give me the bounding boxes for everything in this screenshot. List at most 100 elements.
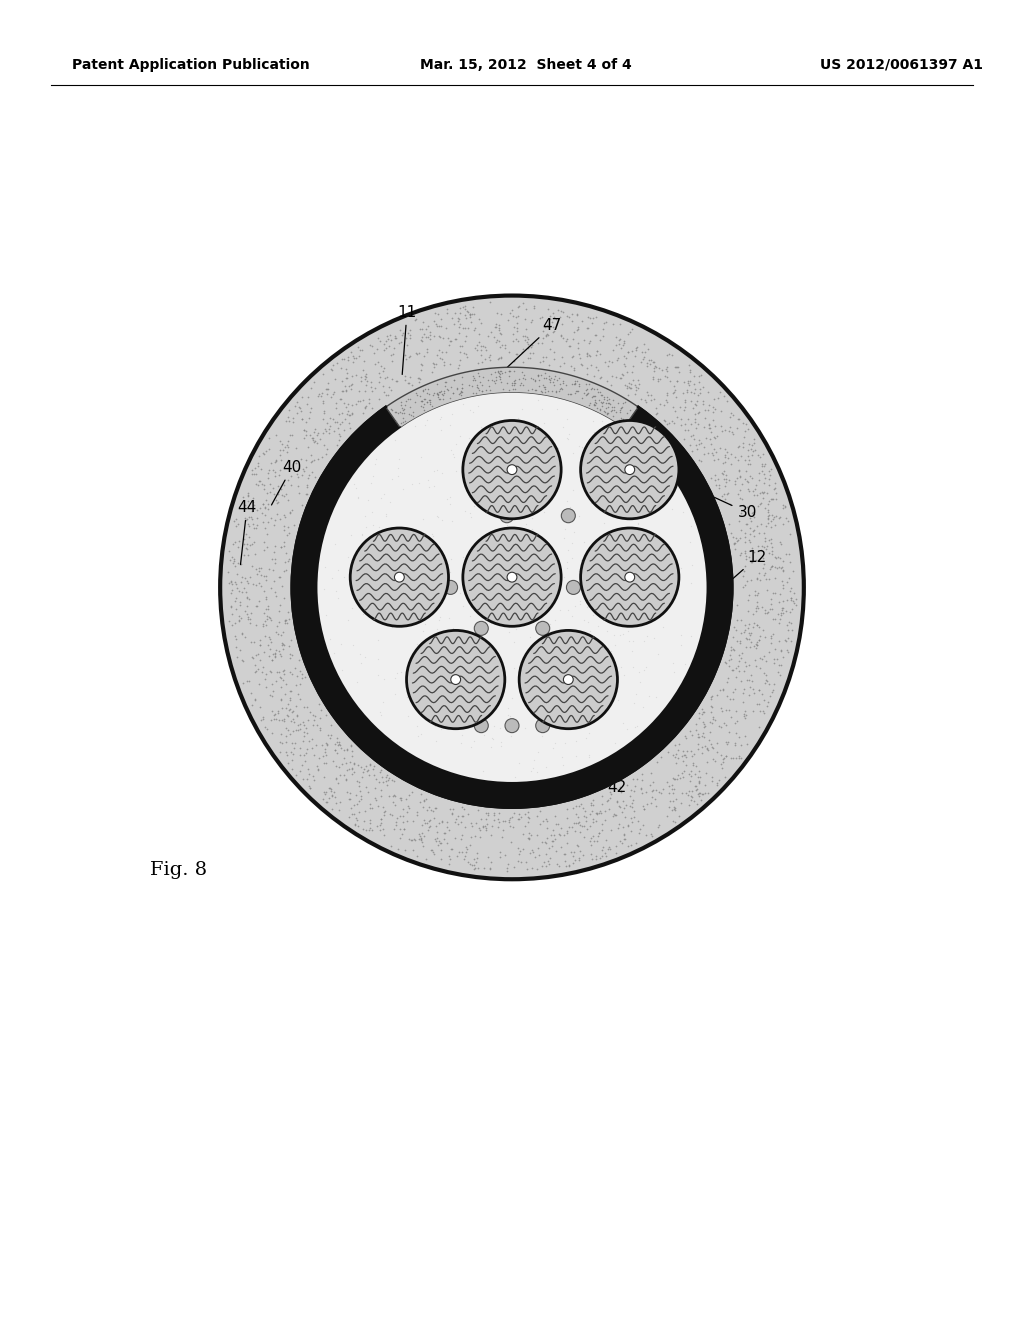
Point bbox=[520, 430, 537, 451]
Point bbox=[508, 329, 524, 350]
Point bbox=[259, 606, 275, 627]
Point bbox=[551, 368, 567, 389]
Point bbox=[577, 706, 593, 727]
Point bbox=[600, 838, 616, 859]
Point bbox=[566, 321, 583, 342]
Point bbox=[431, 664, 447, 685]
Point bbox=[296, 726, 312, 747]
Point bbox=[501, 533, 517, 554]
Point bbox=[422, 393, 438, 414]
Point bbox=[473, 572, 489, 593]
Point bbox=[502, 814, 518, 836]
Point bbox=[336, 420, 352, 441]
Point bbox=[413, 828, 429, 849]
Point bbox=[326, 781, 342, 803]
Point bbox=[732, 610, 749, 631]
Point bbox=[683, 626, 699, 647]
Point bbox=[227, 556, 244, 577]
Point bbox=[738, 470, 755, 491]
Point bbox=[481, 345, 498, 366]
Point bbox=[759, 483, 775, 504]
Point bbox=[677, 418, 693, 440]
Point bbox=[292, 713, 308, 734]
Point bbox=[442, 799, 459, 820]
Point bbox=[547, 829, 563, 850]
Point bbox=[227, 574, 244, 595]
Point bbox=[265, 459, 282, 480]
Point bbox=[609, 791, 626, 812]
Text: US 2012/0061397 A1: US 2012/0061397 A1 bbox=[820, 58, 983, 73]
Point bbox=[322, 628, 338, 649]
Point bbox=[567, 372, 584, 393]
Point bbox=[272, 689, 289, 710]
Point bbox=[258, 598, 274, 619]
Point bbox=[325, 751, 341, 772]
Point bbox=[780, 642, 797, 663]
Point bbox=[436, 640, 453, 661]
Point bbox=[268, 450, 285, 471]
Point bbox=[716, 747, 732, 768]
Point bbox=[226, 590, 243, 611]
Point bbox=[484, 816, 501, 837]
Point bbox=[594, 392, 610, 413]
Point bbox=[466, 304, 482, 325]
Point bbox=[364, 502, 380, 523]
Point bbox=[342, 379, 358, 400]
Point bbox=[403, 474, 420, 495]
Point bbox=[712, 478, 728, 499]
Point bbox=[450, 805, 466, 826]
Point bbox=[603, 374, 620, 395]
Point bbox=[645, 487, 662, 508]
Point bbox=[521, 828, 538, 849]
Point bbox=[239, 533, 255, 554]
Point bbox=[433, 407, 450, 428]
Point bbox=[294, 668, 310, 689]
Point bbox=[680, 409, 696, 430]
Point bbox=[425, 383, 441, 404]
Point bbox=[714, 700, 730, 721]
Point bbox=[590, 360, 606, 381]
Point bbox=[308, 433, 325, 454]
Point bbox=[564, 347, 581, 368]
Point bbox=[740, 628, 757, 649]
Point bbox=[467, 318, 483, 339]
Point bbox=[339, 739, 355, 760]
Point bbox=[351, 776, 368, 797]
Point bbox=[262, 578, 279, 599]
Point bbox=[564, 374, 581, 395]
Point bbox=[354, 524, 371, 545]
Point bbox=[433, 420, 450, 441]
Point bbox=[476, 634, 493, 655]
Point bbox=[327, 741, 343, 762]
Point bbox=[505, 817, 521, 838]
Point bbox=[680, 781, 696, 803]
Point bbox=[775, 598, 792, 619]
Point bbox=[400, 705, 417, 726]
Point bbox=[504, 688, 520, 709]
Point bbox=[592, 681, 608, 702]
Point bbox=[464, 816, 480, 837]
Point bbox=[387, 668, 403, 689]
Point bbox=[426, 807, 442, 828]
Point bbox=[329, 434, 345, 455]
Point bbox=[432, 388, 449, 409]
Point bbox=[741, 507, 758, 528]
Point bbox=[328, 792, 344, 813]
Point bbox=[299, 722, 315, 743]
Point bbox=[319, 372, 336, 393]
Point bbox=[247, 457, 263, 478]
Point bbox=[739, 453, 756, 474]
Point bbox=[736, 426, 753, 447]
Point bbox=[497, 845, 513, 866]
Point bbox=[336, 747, 352, 768]
Point bbox=[501, 360, 517, 381]
Point bbox=[635, 483, 651, 504]
Point bbox=[356, 380, 373, 401]
Point bbox=[668, 788, 684, 809]
Point bbox=[759, 602, 775, 623]
Point bbox=[288, 719, 304, 741]
Point bbox=[760, 671, 776, 692]
Point bbox=[418, 568, 434, 589]
Point bbox=[400, 322, 417, 343]
Point bbox=[420, 315, 436, 337]
